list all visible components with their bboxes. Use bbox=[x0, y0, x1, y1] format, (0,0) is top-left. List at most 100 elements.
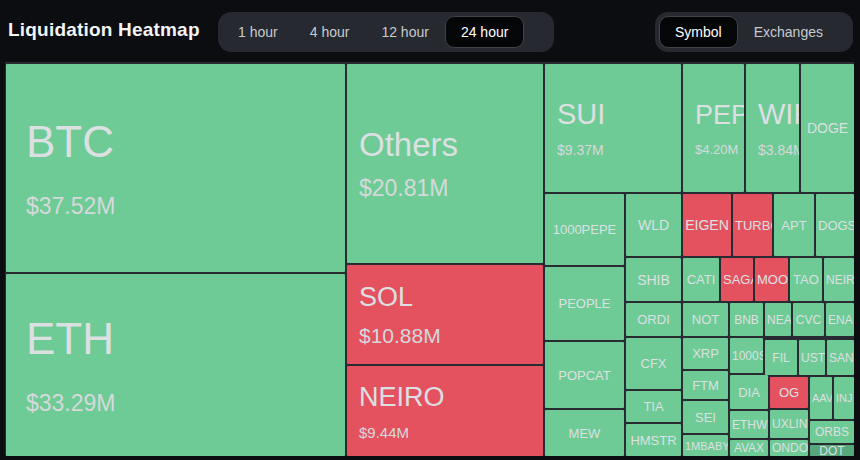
cell-symbol-label: ONDO bbox=[770, 441, 808, 455]
cell-symbol-label: EIGEN bbox=[683, 217, 731, 233]
treemap-cell-bnb[interactable]: BNB bbox=[730, 303, 763, 336]
treemap-cell-ena[interactable]: ENA bbox=[826, 303, 854, 336]
cell-symbol-label: SAND bbox=[827, 351, 854, 365]
treemap-cell-hmstr[interactable]: HMSTR bbox=[626, 424, 681, 456]
treemap-cell-uxlink[interactable]: UXLINK bbox=[770, 410, 808, 438]
treemap-cell-og[interactable]: OG bbox=[770, 377, 808, 408]
treemap-cell-others[interactable]: Others $20.81M bbox=[347, 64, 543, 263]
treemap-cell-cati[interactable]: CATI bbox=[683, 258, 719, 301]
cell-symbol-label: ETHW bbox=[730, 418, 768, 432]
treemap-cell-eth[interactable]: ETH$33.29M bbox=[6, 274, 345, 456]
cell-symbol-label: NEIROETH bbox=[824, 273, 854, 287]
treemap-cell-ustc[interactable]: USTC bbox=[799, 340, 825, 375]
time-range-1-hour[interactable]: 1 hour bbox=[222, 16, 294, 48]
cell-symbol-label: HMSTR bbox=[628, 433, 678, 448]
treemap-cell-shib[interactable]: SHIB bbox=[626, 258, 681, 301]
treemap-cell-xrp[interactable]: XRP bbox=[683, 338, 728, 369]
treemap-cell-aave[interactable]: AAVE bbox=[810, 377, 832, 419]
time-range-4-hour[interactable]: 4 hour bbox=[294, 16, 366, 48]
cell-symbol-label: WLD bbox=[636, 217, 671, 233]
treemap-cell-dot[interactable]: DOT bbox=[810, 445, 854, 456]
treemap-cell-saga[interactable]: SAGA bbox=[721, 258, 753, 301]
treemap-cell-1000sats[interactable]: 1000SATS bbox=[730, 338, 763, 373]
cell-symbol-label: Others bbox=[359, 126, 458, 164]
cell-symbol-label: UXLINK bbox=[770, 417, 808, 431]
cell-symbol-label: 1000SATS bbox=[730, 349, 763, 363]
cell-liquidation-value: $4.20M bbox=[695, 142, 738, 157]
cell-symbol-label: NEIRO bbox=[359, 382, 445, 413]
cell-symbol-label: DOGE bbox=[805, 120, 850, 136]
cell-symbol-label: WIF bbox=[758, 98, 799, 131]
treemap-cell-tao[interactable]: TAO bbox=[790, 258, 822, 301]
cell-symbol-label: BNB bbox=[732, 313, 761, 327]
view-toggle-symbol[interactable]: Symbol bbox=[659, 16, 738, 48]
treemap-cell-btc[interactable]: BTC$37.52M bbox=[6, 64, 345, 272]
cell-symbol-label: TURBO bbox=[733, 218, 772, 233]
treemap-cell-avax[interactable]: AVAX bbox=[730, 440, 768, 456]
treemap-cell-pepe[interactable]: PEPE$4.20M bbox=[683, 64, 744, 192]
treemap-cell-neiro[interactable]: NEIRO $9.44M bbox=[347, 366, 543, 456]
liquidation-treemap: BTC$37.52METH$33.29M Others $20.81M SOL$10.… bbox=[5, 62, 854, 456]
treemap-cell-inj[interactable]: INJ bbox=[834, 377, 854, 419]
cell-symbol-label: NEAR bbox=[765, 313, 791, 327]
treemap-cell-sol[interactable]: SOL$10.88M bbox=[347, 265, 543, 364]
treemap-cell-doge[interactable]: DOGE bbox=[801, 64, 854, 192]
treemap-cell-apt[interactable]: APT bbox=[774, 194, 814, 256]
cell-liquidation-value: $9.44M bbox=[359, 424, 409, 441]
cell-symbol-label: 1MBABYDOGE bbox=[683, 440, 728, 452]
treemap-cell-orbs[interactable]: ORBS bbox=[810, 421, 854, 443]
cell-liquidation-value: $3.84M bbox=[758, 142, 799, 158]
treemap-cell-eigen[interactable]: EIGEN bbox=[683, 194, 731, 256]
treemap-cell-mew[interactable]: MEW bbox=[545, 410, 624, 456]
cell-symbol-label: MEW bbox=[567, 426, 603, 441]
time-range-12-hour[interactable]: 12 hour bbox=[365, 16, 444, 48]
cell-symbol-label: FTM bbox=[690, 378, 721, 393]
cell-symbol-label: POPCAT bbox=[556, 368, 613, 383]
treemap-cell-fil[interactable]: FIL bbox=[765, 340, 797, 375]
cell-symbol-label: SUI bbox=[557, 98, 605, 131]
treemap-cell-1000pepe[interactable]: 1000PEPE bbox=[545, 194, 624, 265]
treemap-cell-wif[interactable]: WIF $3.84M bbox=[746, 64, 799, 192]
cell-symbol-label: USTC bbox=[799, 351, 825, 365]
treemap-cell-ordi[interactable]: ORDI bbox=[626, 303, 681, 336]
treemap-cell-ondo[interactable]: ONDO bbox=[770, 440, 808, 456]
time-range-group: 1 hour4 hour12 hour24 hour bbox=[218, 12, 554, 52]
cell-symbol-label: CATI bbox=[685, 272, 718, 287]
cell-symbol-label: INJ bbox=[834, 392, 854, 404]
treemap-cell-wld[interactable]: WLD bbox=[626, 194, 681, 256]
cell-symbol-label: MOODENG bbox=[755, 272, 788, 287]
cell-symbol-label: SOL bbox=[359, 282, 413, 313]
treemap-cell-neiroeth[interactable]: NEIROETH bbox=[824, 258, 854, 301]
treemap-cell-1mbabydoge[interactable]: 1MBABYDOGE bbox=[683, 435, 728, 456]
treemap-cell-turbo[interactable]: TURBO bbox=[733, 194, 772, 256]
cell-symbol-label: FIL bbox=[770, 351, 791, 365]
treemap-cell-sand[interactable]: SAND bbox=[827, 340, 854, 375]
treemap-cell-ethw[interactable]: ETHW bbox=[730, 411, 768, 438]
time-range-24-hour[interactable]: 24 hour bbox=[445, 16, 524, 48]
treemap-cell-moodeng[interactable]: MOODENG bbox=[755, 258, 788, 301]
treemap-cell-sei[interactable]: SEI bbox=[683, 401, 728, 433]
treemap-cell-tia[interactable]: TIA bbox=[626, 391, 681, 422]
treemap-cell-not[interactable]: NOT bbox=[683, 303, 728, 336]
cell-liquidation-value: $20.81M bbox=[359, 175, 449, 202]
treemap-cell-people[interactable]: PEOPLE bbox=[545, 267, 624, 340]
treemap-cell-dogs[interactable]: DOGS bbox=[816, 194, 854, 256]
cell-symbol-label: ORDI bbox=[635, 312, 672, 327]
cell-symbol-label: 1000PEPE bbox=[551, 222, 619, 237]
cell-symbol-label: ORBS bbox=[813, 425, 851, 439]
view-toggle-exchanges[interactable]: Exchanges bbox=[738, 16, 839, 48]
cell-symbol-label: APT bbox=[779, 218, 808, 233]
treemap-cell-popcat[interactable]: POPCAT bbox=[545, 342, 624, 408]
treemap-cell-cvc[interactable]: CVC bbox=[793, 303, 824, 336]
cell-symbol-label: DOGS bbox=[816, 218, 854, 233]
cell-symbol-label: ENA bbox=[826, 313, 854, 327]
treemap-cell-sui[interactable]: SUI$9.37M bbox=[545, 64, 681, 192]
treemap-cell-cfx[interactable]: CFX bbox=[626, 338, 681, 389]
treemap-cell-near[interactable]: NEAR bbox=[765, 303, 791, 336]
treemap-cell-dia[interactable]: DIA bbox=[730, 375, 768, 409]
cell-symbol-label: DOT bbox=[817, 445, 846, 456]
cell-symbol-label: ETH bbox=[26, 314, 114, 364]
header: Liquidation Heatmap 1 hour4 hour12 hour2… bbox=[0, 0, 860, 60]
treemap-cell-ftm[interactable]: FTM bbox=[683, 371, 728, 399]
view-toggle-group: SymbolExchanges bbox=[655, 12, 853, 52]
